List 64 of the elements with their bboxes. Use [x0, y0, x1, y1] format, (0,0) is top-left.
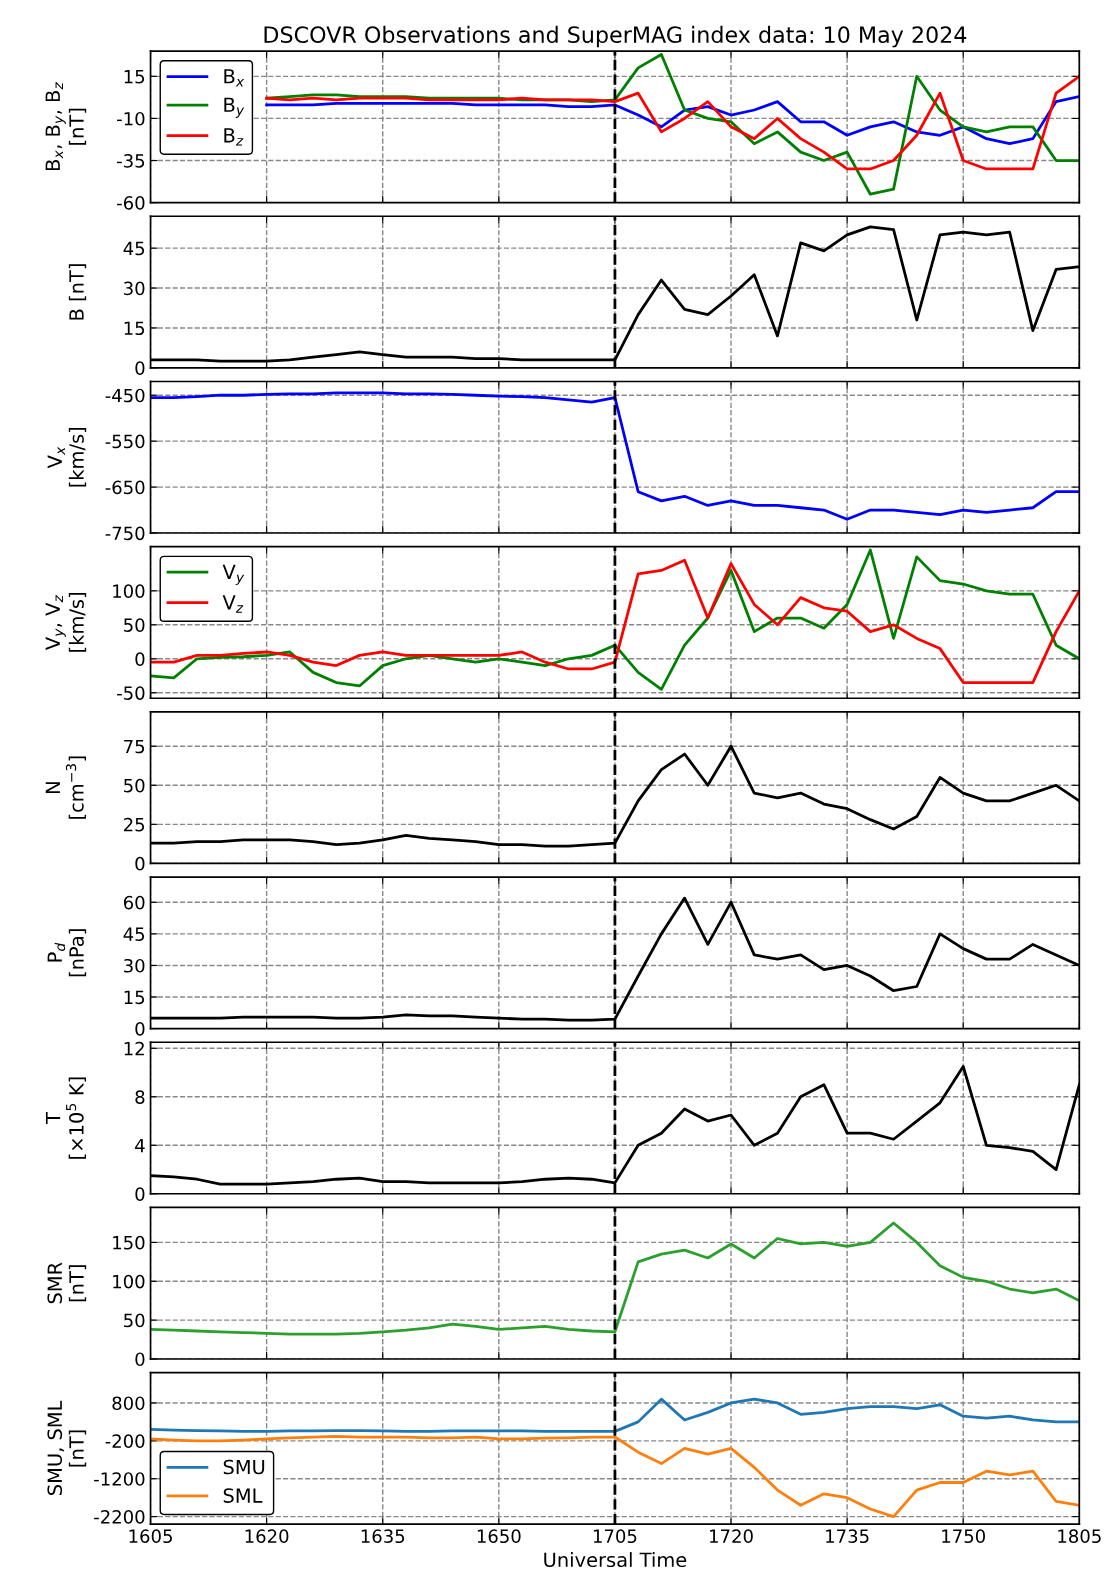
y-axis-title: SMU, SML [nT] [47, 1400, 87, 1495]
y-tick-label: 100 [113, 584, 145, 598]
y-tick-label: 75 [124, 739, 145, 754]
y-tick-label: 100 [113, 1274, 145, 1289]
legend-label: V$_{y}$ [222, 564, 245, 585]
y-axis-title: SMR [nT] [47, 1262, 87, 1304]
y-tick-label: 15 [124, 70, 145, 84]
x-tick-label: 1605 [129, 1529, 172, 1544]
x-tick-label: 1705 [593, 1529, 637, 1544]
y-tick-label: -750 [105, 526, 145, 541]
y-tick-label: 50 [124, 618, 145, 632]
y-tick-label: -60 [117, 196, 145, 210]
y-axis-title: P$_{d}$ [nPa] [47, 929, 87, 977]
y-tick-label: 30 [124, 281, 145, 296]
legend-label: V$_{z}$ [222, 595, 244, 613]
y-tick-label: 0 [135, 361, 145, 375]
y-axis-title: B [nT] [68, 264, 87, 320]
x-axis-title: Universal Time [544, 1552, 687, 1568]
x-tick-label: 1635 [361, 1529, 405, 1544]
text: B$_{x}$, B$_{y}$, B$_{z}$ [nT] [45, 82, 87, 171]
y-tick-label: 0 [135, 652, 145, 666]
legend-label: B$_{y}$ [224, 97, 245, 118]
chart-title: DSCOVR Observations and SuperMAG index data: 10 May 2024 [264, 25, 967, 48]
y-tick-label: -200 [105, 1434, 145, 1448]
y-tick-label: -35 [117, 153, 145, 168]
y-tick-label: 50 [124, 778, 145, 793]
y-tick-label: 50 [124, 1313, 145, 1328]
y-tick-label: 30 [124, 958, 145, 973]
y-tick-label: -10 [117, 111, 145, 126]
y-tick-label: 0 [135, 1187, 145, 1201]
y-tick-label: 45 [123, 927, 145, 941]
y-tick-label: -1200 [94, 1472, 145, 1486]
y-tick-label: 0 [135, 1022, 145, 1036]
y-tick-label: 60 [123, 895, 145, 910]
y-tick-label: 15 [124, 990, 145, 1005]
y-tick-label: -550 [105, 434, 145, 449]
y-tick-label: -50 [117, 686, 145, 700]
x-tick-label: 1735 [826, 1529, 869, 1544]
legend-label: B$_{x}$ [224, 69, 245, 87]
y-tick-label: 8 [135, 1090, 145, 1104]
y-tick-label: 0 [135, 856, 145, 871]
y-tick-label: 12 [124, 1041, 144, 1056]
y-tick-label: 45 [123, 241, 145, 256]
legend-label: SMU [223, 1459, 265, 1475]
y-axis-title: N [cm$^{−3}$] [45, 756, 87, 819]
y-axis-title: V$_{y}$, V$_{z}$ [km/s] [45, 593, 87, 652]
y-tick-label: 150 [113, 1235, 145, 1250]
y-tick-label: 800 [112, 1396, 145, 1411]
y-tick-label: 0 [135, 1352, 145, 1367]
legend-label: B$_{z}$ [224, 128, 244, 146]
y-tick-label: -2200 [94, 1510, 145, 1524]
x-tick-label: 1650 [477, 1529, 521, 1544]
legend-label: SML [223, 1488, 263, 1503]
y-axis-title: T [×10$^{5}$ K] [45, 1077, 87, 1159]
x-tick-label: 1720 [710, 1529, 753, 1544]
y-tick-label: -650 [105, 480, 145, 495]
y-tick-label: 15 [124, 321, 145, 336]
x-tick-label: 1750 [942, 1529, 985, 1544]
y-tick-label: 4 [135, 1138, 145, 1153]
x-tick-label: 1805 [1058, 1529, 1101, 1544]
y-axis-title: V$_{x}$ [km/s] [47, 427, 87, 487]
y-tick-label: 25 [124, 817, 145, 832]
x-tick-label: 1620 [245, 1529, 289, 1544]
y-tick-label: -450 [105, 388, 145, 403]
